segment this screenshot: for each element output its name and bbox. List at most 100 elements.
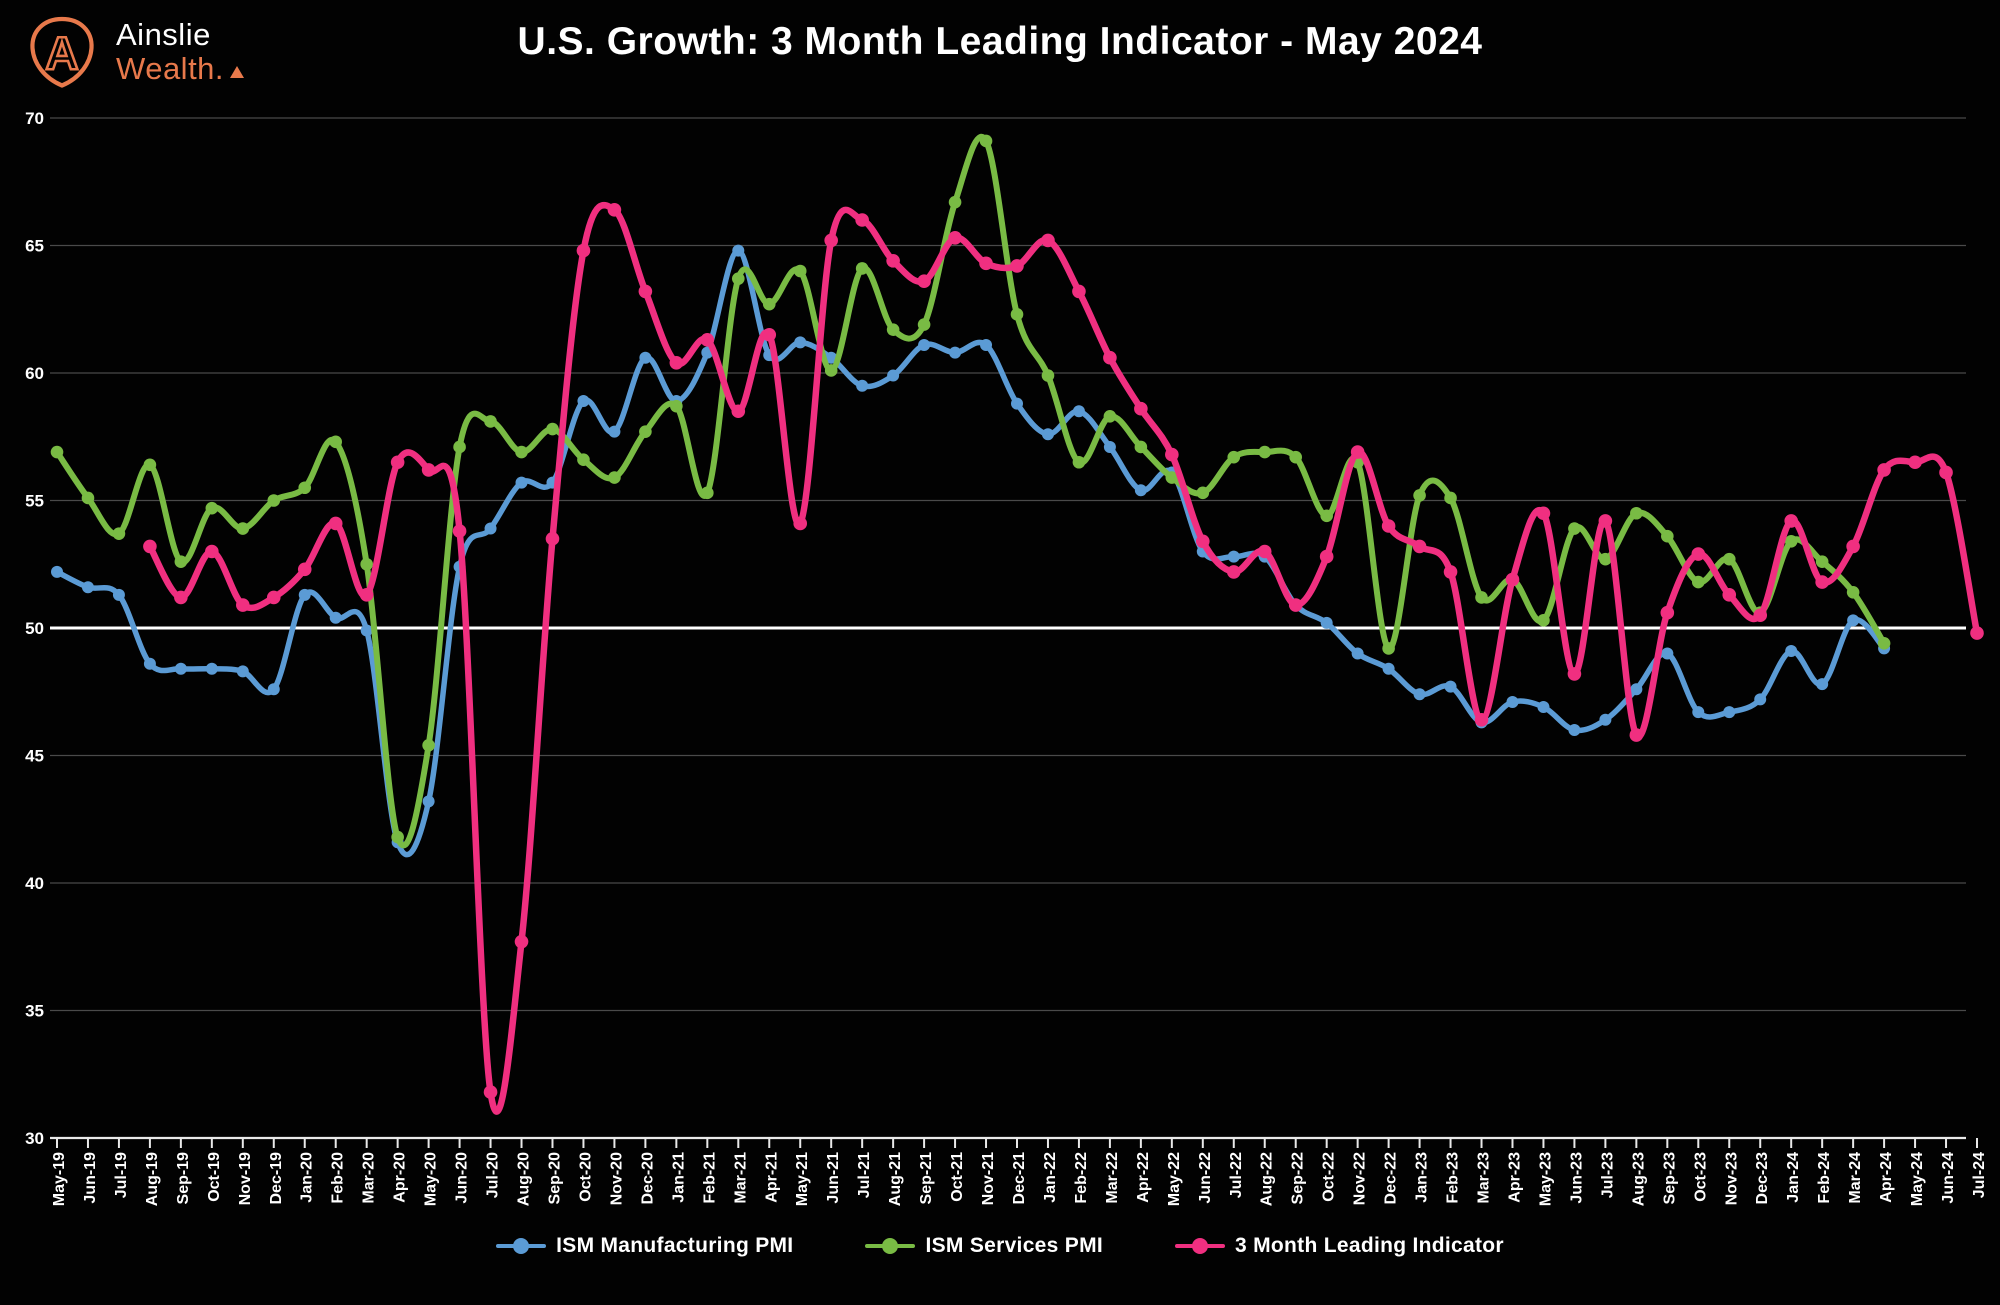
x-axis-label-May-20: May-20 xyxy=(423,1152,440,1206)
y-axis-label-55: 55 xyxy=(25,492,44,511)
series-2-point-Oct-21 xyxy=(948,231,962,245)
brand-name: Ainslie Wealth. xyxy=(116,17,245,86)
x-axis-label-Jul-20: Jul-20 xyxy=(485,1152,502,1198)
legend-label: 3 Month Leading Indicator xyxy=(1235,1234,1504,1257)
series-0-point-May-20 xyxy=(422,795,435,808)
x-axis-label-Sep-23: Sep-23 xyxy=(1661,1152,1678,1205)
x-axis-label-Feb-23: Feb-23 xyxy=(1445,1152,1462,1204)
x-axis-label-Jan-20: Jan-20 xyxy=(299,1152,316,1203)
series-0-point-Jul-22 xyxy=(1227,550,1240,563)
series-0-point-Nov-20 xyxy=(608,425,621,438)
x-axis-label-Mar-21: Mar-21 xyxy=(732,1152,749,1204)
series-1-point-Apr-22 xyxy=(1134,440,1148,454)
series-0-point-Mar-21 xyxy=(732,244,745,257)
series-2-point-Aug-22 xyxy=(1257,544,1272,559)
y-axis-label-60: 60 xyxy=(25,364,44,383)
series-1-point-Jun-19 xyxy=(81,491,95,505)
x-axis-label-Oct-23: Oct-23 xyxy=(1692,1152,1709,1202)
series-0-point-Dec-23 xyxy=(1754,693,1767,706)
x-axis-label-Sep-20: Sep-20 xyxy=(546,1152,563,1205)
series-2-point-Dec-23 xyxy=(1753,608,1768,623)
series-2-point-Aug-20 xyxy=(514,934,529,949)
series-2-point-Aug-21 xyxy=(886,253,900,268)
series-2-point-Feb-24 xyxy=(1815,575,1829,589)
series-2-point-Jan-23 xyxy=(1412,539,1427,554)
series-2-point-Sep-19 xyxy=(174,590,188,605)
series-2-point-Mar-21 xyxy=(731,404,746,419)
series-1-point-Sep-20 xyxy=(546,422,559,436)
series-2-point-Jan-22 xyxy=(1041,233,1055,248)
series-0-point-Mar-24 xyxy=(1847,614,1860,627)
series-0-point-Mar-22 xyxy=(1103,440,1116,453)
x-axis-label-Jan-24: Jan-24 xyxy=(1785,1152,1802,1203)
series-1-point-Feb-23 xyxy=(1444,491,1457,505)
series-2-point-Jul-21 xyxy=(855,213,869,227)
series-2-point-Sep-21 xyxy=(917,274,931,289)
brand-triangle-icon xyxy=(230,66,245,78)
series-0-point-Oct-21 xyxy=(949,346,962,359)
legend-item-0: ISM Manufacturing PMI xyxy=(496,1234,793,1258)
x-axis-label-Mar-23: Mar-23 xyxy=(1476,1152,1493,1204)
series-1-point-Oct-21 xyxy=(948,195,962,209)
x-axis-label-Aug-22: Aug-22 xyxy=(1259,1152,1276,1206)
series-0-point-May-21 xyxy=(794,336,807,349)
series-2-point-Feb-20 xyxy=(328,516,343,531)
series-2-point-Dec-21 xyxy=(1010,259,1024,273)
series-1-point-Aug-22 xyxy=(1258,445,1272,459)
series-0-point-Jul-21 xyxy=(856,379,869,392)
series-2-point-Sep-22 xyxy=(1288,598,1303,612)
brand-line1: Ainslie xyxy=(116,17,211,52)
series-line-2 xyxy=(146,201,1981,1115)
series-2-point-Dec-19 xyxy=(266,590,281,605)
legend-dot-icon xyxy=(513,1238,530,1254)
series-0-point-Jun-19 xyxy=(81,581,94,594)
series-1-point-Aug-19 xyxy=(143,458,157,472)
x-axis-label-Dec-22: Dec-22 xyxy=(1383,1152,1400,1205)
series-0-point-Jun-23 xyxy=(1568,724,1581,736)
x-axis-label-Feb-21: Feb-21 xyxy=(701,1152,718,1204)
series-0-point-Dec-19 xyxy=(267,683,280,696)
x-axis-label-Oct-21: Oct-21 xyxy=(949,1152,966,1202)
series-0-point-Sep-19 xyxy=(174,662,187,675)
x-axis-label-Jun-20: Jun-20 xyxy=(454,1152,471,1204)
series-2-point-May-24 xyxy=(1908,455,1922,470)
legend-marker-icon xyxy=(1175,1238,1226,1254)
series-2-point-Nov-23 xyxy=(1722,588,1737,602)
series-2-point-Jun-23 xyxy=(1567,667,1582,681)
series-1-point-Jun-23 xyxy=(1568,522,1581,535)
series-1-point-Nov-23 xyxy=(1722,552,1736,566)
x-axis-label-Jul-22: Jul-22 xyxy=(1228,1152,1245,1198)
x-axis-label-Aug-20: Aug-20 xyxy=(516,1152,533,1206)
chart-legend: ISM Manufacturing PMI ISM Services PMI 3 M… xyxy=(0,1234,2000,1258)
y-axis-label-35: 35 xyxy=(25,1002,44,1021)
series-1-point-Jan-22 xyxy=(1041,369,1055,382)
series-1-point-May-22 xyxy=(1165,471,1179,484)
series-1-point-Sep-19 xyxy=(174,555,188,568)
series-0-point-Aug-20 xyxy=(515,476,528,489)
series-0-point-Jun-21 xyxy=(825,351,838,364)
series-0-point-Oct-22 xyxy=(1320,616,1333,629)
series-0-point-Jan-24 xyxy=(1785,644,1798,657)
y-axis-label-40: 40 xyxy=(25,874,44,893)
x-axis-label-May-23: May-23 xyxy=(1537,1152,1554,1206)
series-1-point-Apr-20 xyxy=(391,830,404,844)
series-2-point-Jul-22 xyxy=(1226,565,1241,579)
series-2-point-May-23 xyxy=(1536,506,1551,521)
x-axis-label-Jan-21: Jan-21 xyxy=(670,1152,687,1203)
series-2-point-Jan-21 xyxy=(669,356,684,370)
series-1-point-May-20 xyxy=(422,739,435,752)
x-axis-label-Nov-20: Nov-20 xyxy=(608,1152,625,1205)
legend-dot-icon xyxy=(1192,1238,1209,1254)
series-2-point-Feb-21 xyxy=(700,333,715,347)
series-1-point-Jan-23 xyxy=(1413,489,1426,502)
series-0-point-Feb-24 xyxy=(1816,678,1829,691)
series-2-point-Jun-22 xyxy=(1196,534,1210,549)
series-2-point-May-22 xyxy=(1165,447,1179,462)
x-axis-label-Apr-21: Apr-21 xyxy=(763,1152,780,1203)
series-2-point-Dec-20 xyxy=(638,284,653,299)
series-2-point-Aug-19 xyxy=(143,539,157,554)
x-axis-label-May-19: May-19 xyxy=(51,1152,68,1206)
series-0-point-Sep-21 xyxy=(918,338,931,351)
x-axis-label-Dec-20: Dec-20 xyxy=(639,1152,656,1205)
